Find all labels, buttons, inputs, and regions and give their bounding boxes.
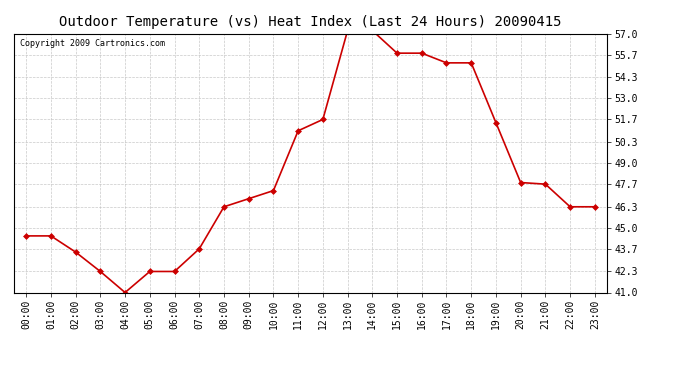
Text: Copyright 2009 Cartronics.com: Copyright 2009 Cartronics.com — [20, 39, 165, 48]
Text: Outdoor Temperature (vs) Heat Index (Last 24 Hours) 20090415: Outdoor Temperature (vs) Heat Index (Las… — [59, 15, 562, 29]
